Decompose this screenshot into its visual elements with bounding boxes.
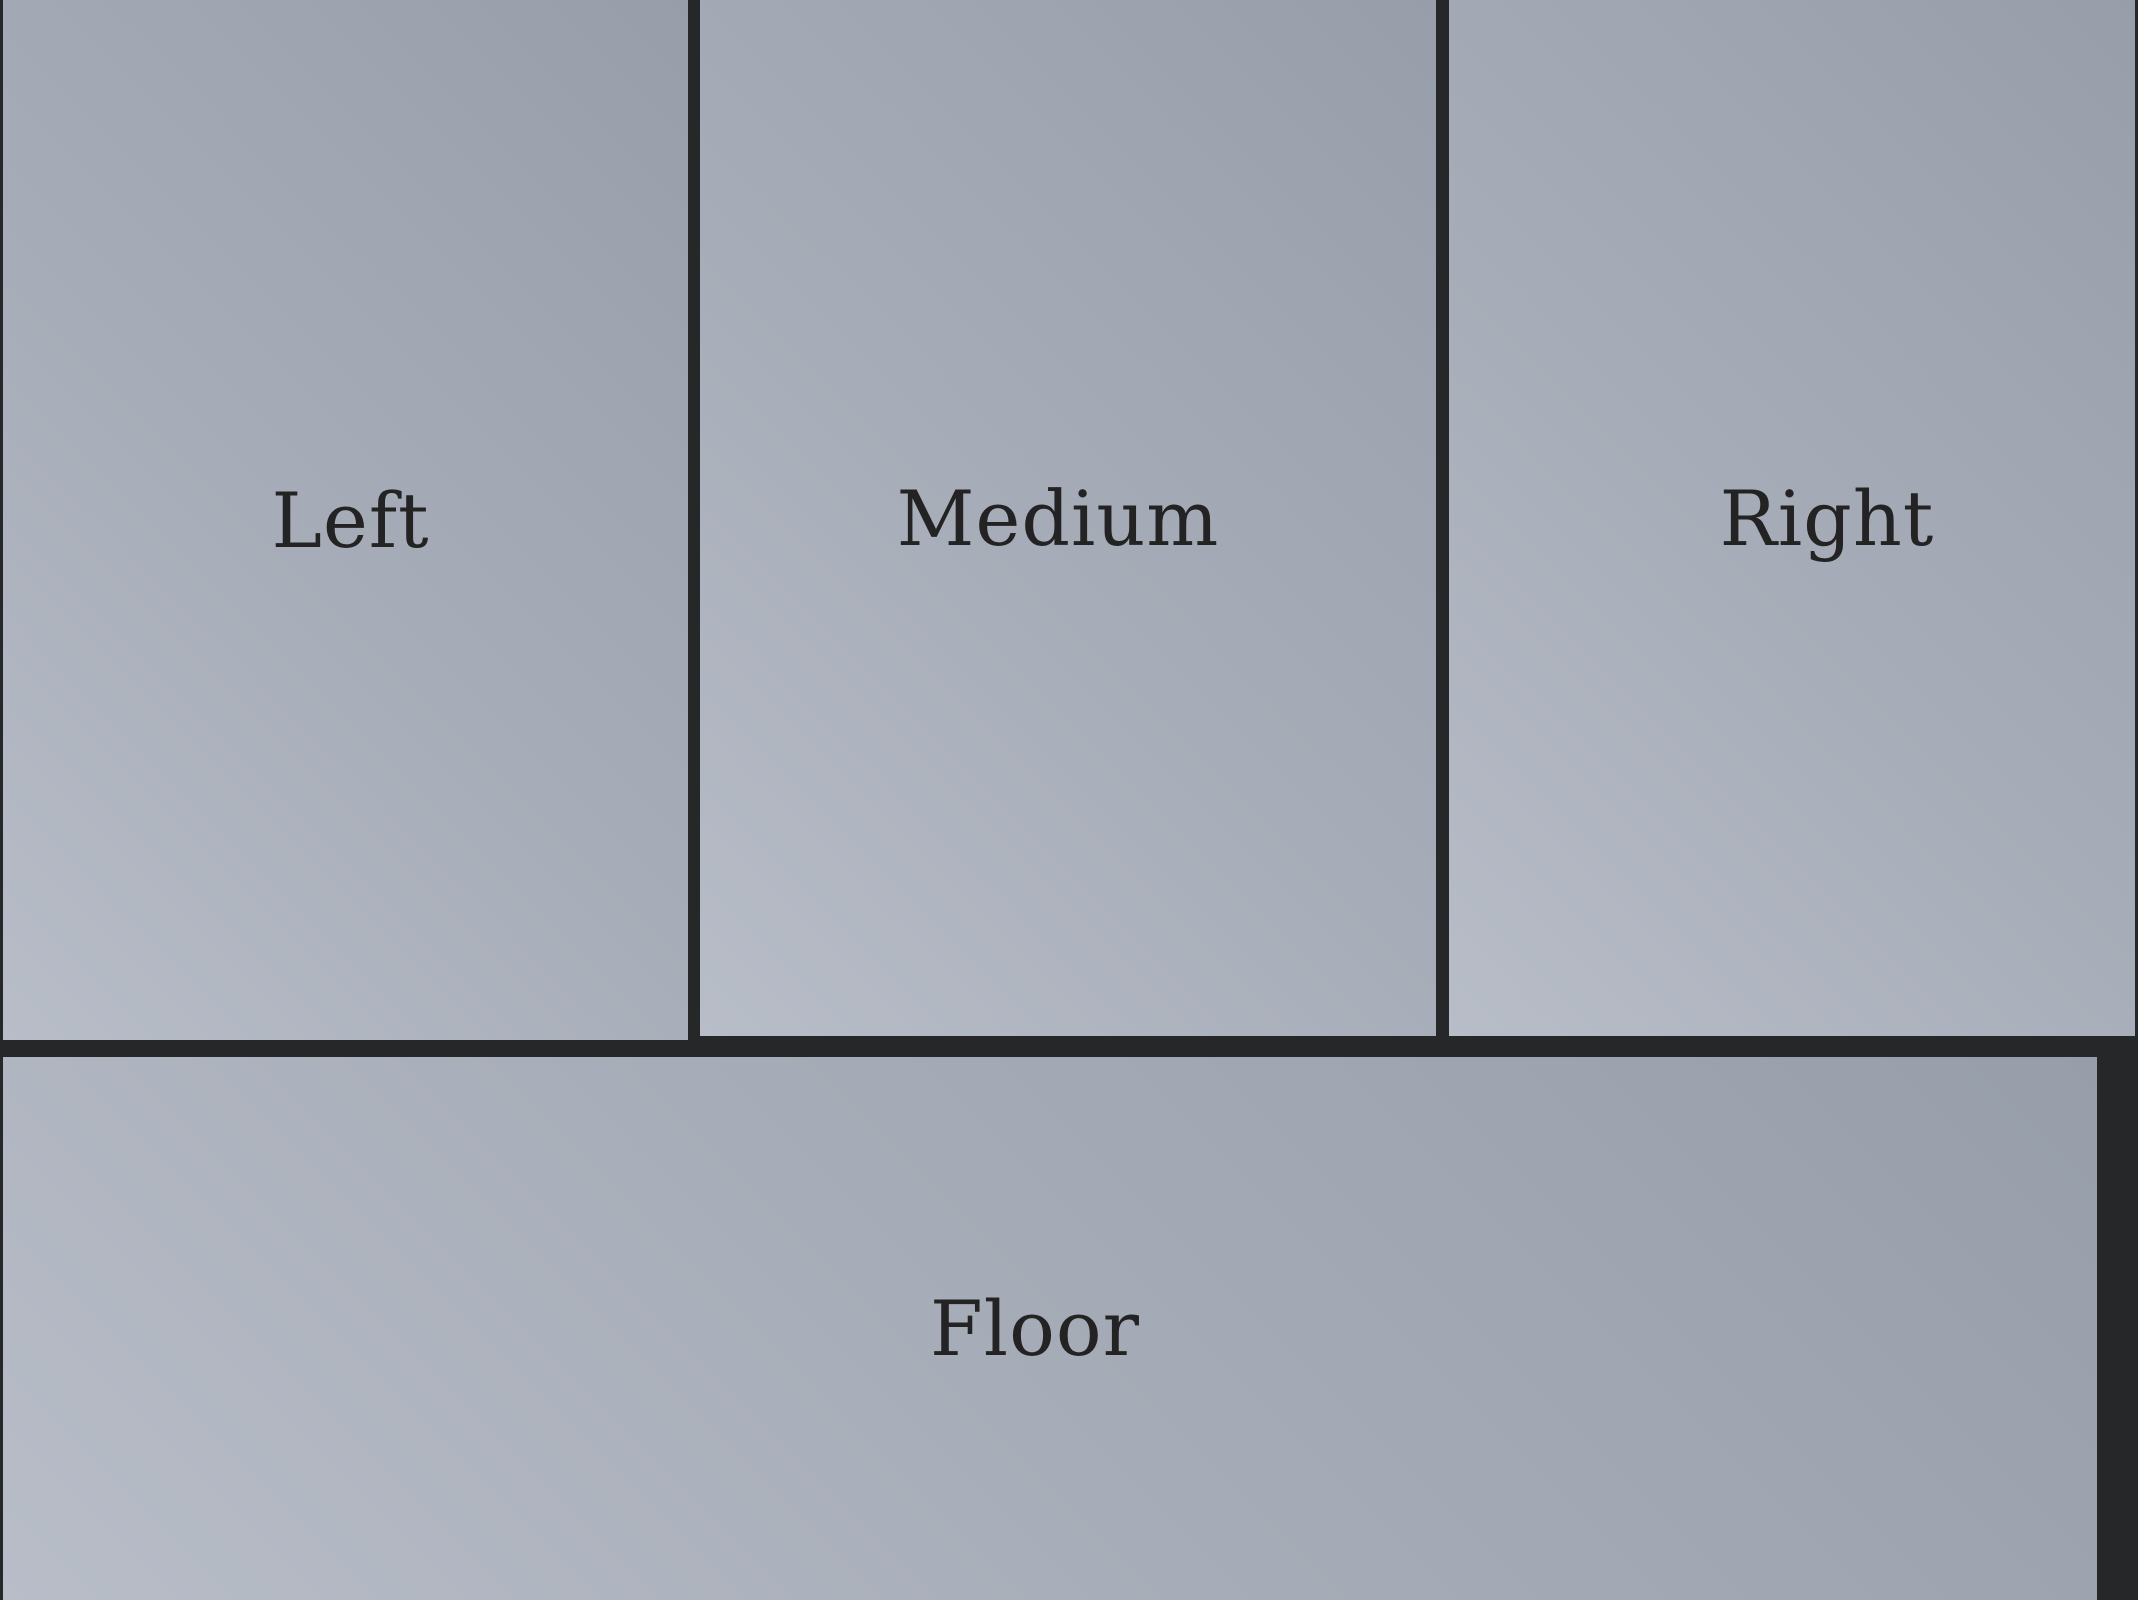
right-region-label: Right <box>1719 473 1935 563</box>
medium-region-label: Medium <box>896 473 1220 563</box>
floor-region: Floor <box>3 1057 2097 1600</box>
right-region: Right <box>1449 0 2135 1036</box>
medium-region: Medium <box>700 0 1436 1036</box>
left-region-label: Left <box>271 475 430 565</box>
left-region: Left <box>3 0 688 1040</box>
floor-region-label: Floor <box>930 1284 1140 1373</box>
